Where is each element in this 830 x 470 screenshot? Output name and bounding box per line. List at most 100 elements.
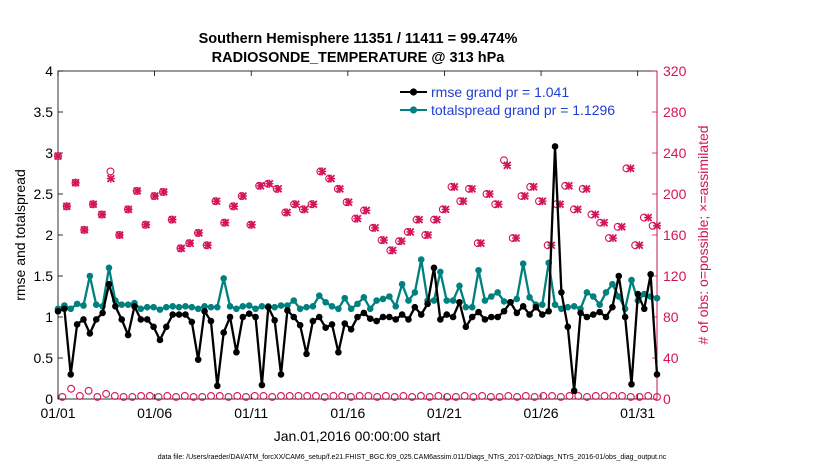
obs-possible-point [268, 393, 277, 401]
legend-rmse-marker [409, 88, 418, 96]
y-left-tick-label: 2.5 [34, 186, 54, 202]
totalspread-point [386, 293, 393, 300]
rmse-point [405, 316, 412, 323]
obs-assimilated-point [608, 234, 617, 243]
obs-assimilated-point [53, 152, 63, 161]
rmse-point [551, 143, 559, 150]
rmse-point [411, 303, 419, 311]
rmse-point [526, 311, 533, 318]
rmse-point [366, 315, 374, 322]
obs-assimilated-point [194, 228, 203, 237]
rmse-point [201, 307, 208, 315]
totalspread-point [175, 303, 183, 311]
totalspread-point [220, 275, 227, 282]
rmse-point [105, 280, 113, 288]
obs-assimilated-point [221, 218, 230, 227]
rmse-point [462, 323, 470, 331]
obs-possible-point [434, 391, 443, 400]
totalspread-point [449, 297, 457, 304]
totalspread-point [92, 301, 100, 309]
obs-assimilated-point [397, 237, 406, 246]
rmse-point [475, 308, 482, 316]
obs-possible-point [259, 391, 268, 400]
obs-possible-point [294, 391, 303, 400]
y-right-tick-label: 160 [663, 227, 687, 243]
y-left-tick-label: 1.5 [34, 268, 54, 284]
obs-assimilated-point [406, 227, 415, 236]
totalspread-point [519, 260, 527, 268]
rmse-point [143, 316, 151, 323]
y-right-tick-label: 320 [663, 63, 687, 79]
obs-assimilated-point [503, 161, 512, 170]
rmse-point [175, 311, 183, 318]
rmse-point [80, 316, 87, 323]
obs-assimilated-point [247, 220, 256, 229]
totalspread-point [143, 303, 151, 311]
obs-possible-point [110, 391, 119, 400]
rmse-point [424, 300, 431, 308]
totalspread-point [207, 303, 215, 311]
obs-assimilated-point [309, 200, 318, 209]
obs-assimilated-point [467, 184, 477, 193]
rmse-point [214, 382, 221, 390]
totalspread-point [513, 295, 521, 303]
rmse-point [577, 309, 584, 317]
totalspread-point [341, 294, 349, 302]
rmse-point [54, 307, 62, 315]
obs-assimilated-point [494, 200, 503, 209]
totalspread-point [653, 294, 661, 302]
obs-possible-point [119, 393, 128, 401]
totalspread-point [328, 303, 336, 310]
y-left-tick-label: 2 [45, 227, 53, 243]
rmse-point [653, 371, 661, 378]
rmse-point [437, 316, 444, 323]
obs-assimilated-point [520, 192, 529, 201]
rmse-point [182, 311, 189, 318]
obs-assimilated-point [371, 223, 380, 232]
x-tick-label: 01/21 [427, 405, 462, 421]
totalspread-point [290, 297, 298, 304]
obs-assimilated-point [344, 198, 353, 207]
x-tick-label: 01/26 [524, 405, 559, 421]
rmse-point [328, 321, 336, 328]
obs-possible-point [172, 393, 181, 401]
totalspread-point [80, 302, 87, 309]
x-axis-label: Jan.01,2016 00:00:00 start [274, 428, 441, 444]
obs-possible-point [242, 393, 250, 401]
obs-possible-point [189, 393, 198, 401]
rmse-point [488, 313, 495, 321]
obs-possible-point [207, 391, 215, 400]
rmse-point [86, 330, 94, 337]
totalspread-point [570, 303, 578, 310]
totalspread-point [201, 303, 208, 310]
obs-possible-point [198, 393, 207, 401]
obs-possible-point [373, 393, 382, 401]
obs-possible-point [408, 393, 417, 401]
x-tick-label: 01/31 [620, 405, 655, 421]
obs-assimilated-point [432, 215, 441, 224]
rmse-point [220, 329, 227, 336]
rmse-point [309, 317, 317, 325]
obs-assimilated-point [256, 181, 265, 190]
totalspread-point [360, 294, 368, 301]
totalspread-point [271, 303, 278, 311]
y-right-tick-label: 240 [663, 145, 687, 161]
rmse-point [373, 317, 380, 325]
obs-assimilated-point [476, 239, 485, 248]
rmse-point [296, 321, 304, 329]
rmse-point [507, 298, 514, 306]
totalspread-point [392, 303, 400, 310]
y-axis-left: 0 0.5 1 1.5 2 2.5 3 3.5 4 [34, 63, 63, 407]
rmse-point [538, 311, 546, 318]
rmse-point [392, 316, 400, 323]
totalspread-point [564, 303, 572, 311]
obs-possible-point [583, 393, 591, 401]
obs-assimilated-point [423, 230, 433, 240]
obs-assimilated-point [265, 179, 274, 188]
totalspread-point [538, 301, 546, 309]
rmse-point [615, 272, 623, 280]
rmse-point [131, 303, 138, 310]
obs-possible-point [250, 391, 259, 400]
y-right-tick-label: 80 [663, 309, 679, 325]
rmse-point [545, 307, 552, 315]
